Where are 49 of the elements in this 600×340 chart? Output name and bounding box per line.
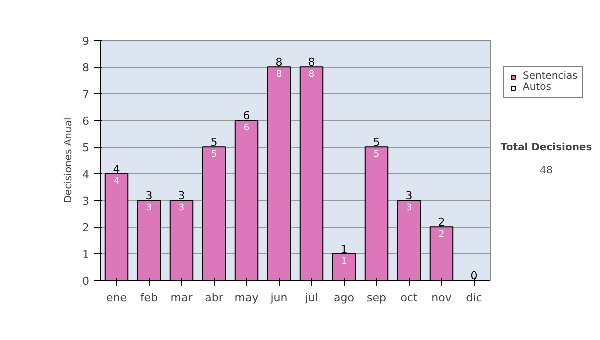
data-label: 4 [114, 176, 120, 187]
total-label: 3 [406, 190, 413, 202]
data-label: 1 [341, 256, 348, 267]
x-tick-label: nov [432, 292, 452, 304]
total-label: 5 [210, 136, 218, 150]
total-label: 3 [178, 190, 186, 202]
total-label: 2 [438, 216, 446, 230]
y-axis-title: Decisiones Anual [64, 118, 74, 204]
data-label: 3 [178, 204, 185, 214]
total-label: 5 [373, 136, 380, 150]
y-tick-label: 8 [82, 62, 90, 75]
y-tick-label: 6 [82, 115, 90, 128]
y-tick-label: 1 [82, 248, 90, 262]
total-label: 8 [308, 56, 316, 70]
legend-label: Sentencias [523, 71, 578, 82]
x-tick-label: ago [334, 292, 355, 304]
data-label: 6 [244, 124, 250, 134]
total-label: 1 [340, 242, 348, 256]
x-tick-label: abr [205, 292, 224, 304]
y-tick-label: 3 [82, 195, 90, 208]
x-tick-label: mar [170, 292, 194, 304]
x-tick-label: dic [466, 292, 482, 304]
text: 48 [540, 166, 553, 176]
total-label: 6 [243, 110, 250, 122]
x-tick-label: jun [270, 292, 288, 304]
y-tick-label: 0 [82, 275, 90, 288]
data-label: 5 [211, 150, 218, 160]
data-label: 2 [438, 230, 445, 240]
data-label: 3 [146, 204, 152, 214]
y-tick-label: 7 [82, 88, 90, 102]
total-label: 3 [146, 190, 153, 202]
x-tick-label: feb [140, 292, 158, 304]
data-label: 8 [276, 70, 282, 80]
x-tick-label: jul [304, 292, 318, 304]
legend-label: Autos [523, 82, 552, 93]
y-tick-label: 4 [82, 168, 90, 182]
data-label: 8 [308, 70, 315, 80]
x-tick-label: oct [400, 292, 418, 304]
y-tick-label: 5 [82, 142, 90, 155]
y-tick-label: 2 [82, 222, 90, 235]
total-label: 8 [276, 56, 283, 70]
data-label: 5 [374, 150, 380, 160]
x-tick-label: sep [367, 292, 387, 304]
y-tick-label: 9 [82, 35, 90, 48]
data-label: 3 [406, 204, 412, 214]
text: Total Decisiones [500, 142, 592, 154]
x-tick-label: ene [106, 292, 128, 304]
x-tick-label: may [234, 292, 260, 304]
total-label: 4 [113, 162, 120, 176]
